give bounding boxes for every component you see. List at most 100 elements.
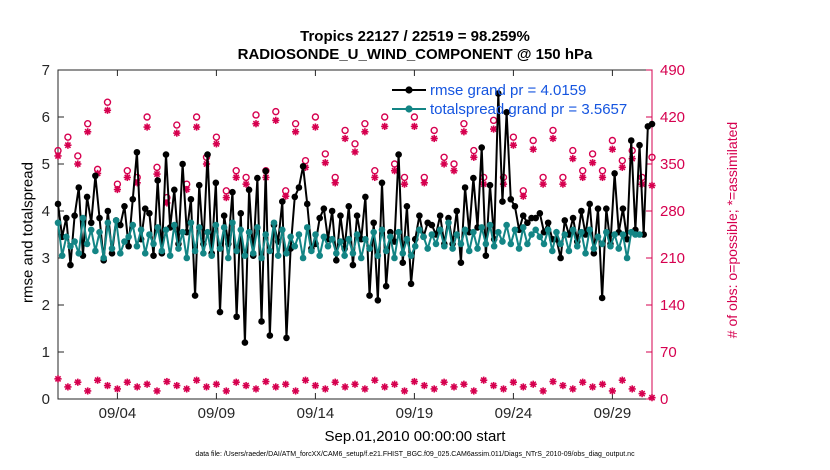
- y-tick-label-right: 140: [660, 297, 685, 314]
- rmse-point: [337, 212, 344, 219]
- totalspread-point: [611, 231, 618, 238]
- rmse-point: [627, 137, 635, 144]
- obs-assimilated-marker: [579, 378, 587, 386]
- obs-possible-marker: [341, 126, 349, 135]
- totalspread-point: [436, 226, 444, 234]
- obs-assimilated-marker: [173, 129, 181, 137]
- totalspread-point: [490, 242, 498, 250]
- totalspread-point: [362, 235, 369, 243]
- obs-assimilated-marker: [539, 387, 547, 395]
- totalspread-point: [129, 221, 137, 229]
- obs-assimilated-marker: [400, 180, 409, 188]
- obs-possible-marker: [410, 113, 419, 121]
- obs-assimilated-marker: [123, 378, 131, 386]
- totalspread-point: [270, 219, 278, 227]
- obs-possible-marker: [450, 160, 458, 168]
- obs-assimilated-marker: [133, 383, 141, 391]
- obs-possible-marker: [529, 136, 537, 145]
- rmse-point: [141, 205, 149, 212]
- rmse-point: [63, 214, 70, 222]
- obs-assimilated-marker: [361, 385, 369, 393]
- totalspread-point: [141, 250, 149, 257]
- rmse-point: [482, 252, 490, 259]
- obs-possible-marker: [598, 167, 607, 175]
- rmse-point: [92, 172, 99, 180]
- obs-possible-marker: [390, 160, 399, 168]
- rmse-point: [345, 203, 353, 210]
- totalspread-point: [237, 226, 245, 234]
- rmse-point: [241, 339, 249, 346]
- rmse-point: [108, 250, 116, 257]
- rmse-point: [569, 214, 577, 222]
- obs-assimilated-marker: [272, 116, 280, 124]
- totalspread-point: [279, 226, 286, 234]
- rmse-point: [212, 179, 220, 187]
- obs-assimilated-marker: [143, 123, 151, 131]
- rmse-point: [387, 228, 394, 236]
- y-axis-label-left: rmse and totalspread: [19, 162, 37, 303]
- rmse-point: [524, 219, 531, 227]
- totalspread-point: [636, 231, 643, 238]
- totalspread-point: [204, 228, 211, 236]
- y-tick-label-left: 1: [42, 344, 50, 361]
- rmse-point: [519, 212, 527, 219]
- obs-assimilated-marker: [450, 167, 458, 175]
- rmse-point: [603, 205, 610, 212]
- totalspread-point: [395, 228, 402, 236]
- rmse-point: [445, 214, 452, 222]
- totalspread-point: [312, 231, 319, 238]
- totalspread-point: [428, 231, 436, 238]
- rmse-point: [590, 250, 598, 257]
- rmse-point: [179, 160, 186, 168]
- totalspread-point: [212, 221, 220, 229]
- rmse-point: [407, 280, 415, 288]
- obs-assimilated-marker: [598, 173, 607, 182]
- obs-assimilated-marker: [202, 383, 211, 391]
- totalspread-point: [615, 245, 623, 252]
- totalspread-point: [353, 231, 361, 238]
- obs-possible-marker: [588, 150, 597, 158]
- rmse-point: [619, 205, 627, 212]
- totalspread-point: [598, 240, 606, 248]
- totalspread-point: [187, 219, 195, 227]
- obs-assimilated-marker: [282, 380, 290, 388]
- y-tick-label-left: 2: [42, 297, 50, 314]
- obs-assimilated-marker: [113, 185, 121, 194]
- obs-assimilated-marker: [470, 387, 478, 395]
- y-tick-label-left: 3: [42, 250, 50, 267]
- totalspread-point: [424, 245, 431, 252]
- totalspread-point: [100, 254, 107, 262]
- obs-assimilated-marker: [123, 173, 131, 182]
- rmse-point: [104, 207, 112, 215]
- rmse-point: [486, 181, 494, 189]
- obs-assimilated-marker: [519, 192, 527, 200]
- y-tick-label-left: 0: [42, 391, 50, 408]
- obs-possible-marker: [430, 126, 438, 135]
- obs-assimilated-marker: [282, 192, 290, 200]
- obs-assimilated-marker: [589, 159, 597, 167]
- obs-assimilated-marker: [321, 385, 329, 393]
- totalspread-point: [104, 219, 112, 227]
- rmse-point: [557, 254, 564, 262]
- totalspread-point: [532, 226, 539, 234]
- rmse-point: [262, 167, 269, 175]
- obs-assimilated-marker: [292, 128, 300, 136]
- obs-possible-marker: [212, 133, 221, 141]
- rmse-point: [594, 205, 602, 212]
- rmse-point: [648, 120, 656, 128]
- rmse-point: [370, 219, 377, 227]
- rmse-point: [353, 212, 361, 219]
- totalspread-point: [154, 224, 161, 231]
- rmse-point: [154, 177, 161, 184]
- totalspread-point: [175, 245, 182, 252]
- rmse-point: [507, 195, 515, 203]
- totalspread-point: [403, 235, 411, 243]
- rmse-point: [378, 179, 386, 187]
- totalspread-point: [370, 228, 377, 236]
- y-axis-label-right: # of obs: o=possible; *=assimilated: [724, 121, 740, 339]
- totalspread-point: [416, 226, 423, 234]
- totalspread-point: [137, 226, 145, 234]
- obs-assimilated-marker: [460, 380, 468, 388]
- totalspread-point: [470, 228, 477, 236]
- totalspread-point: [499, 238, 506, 245]
